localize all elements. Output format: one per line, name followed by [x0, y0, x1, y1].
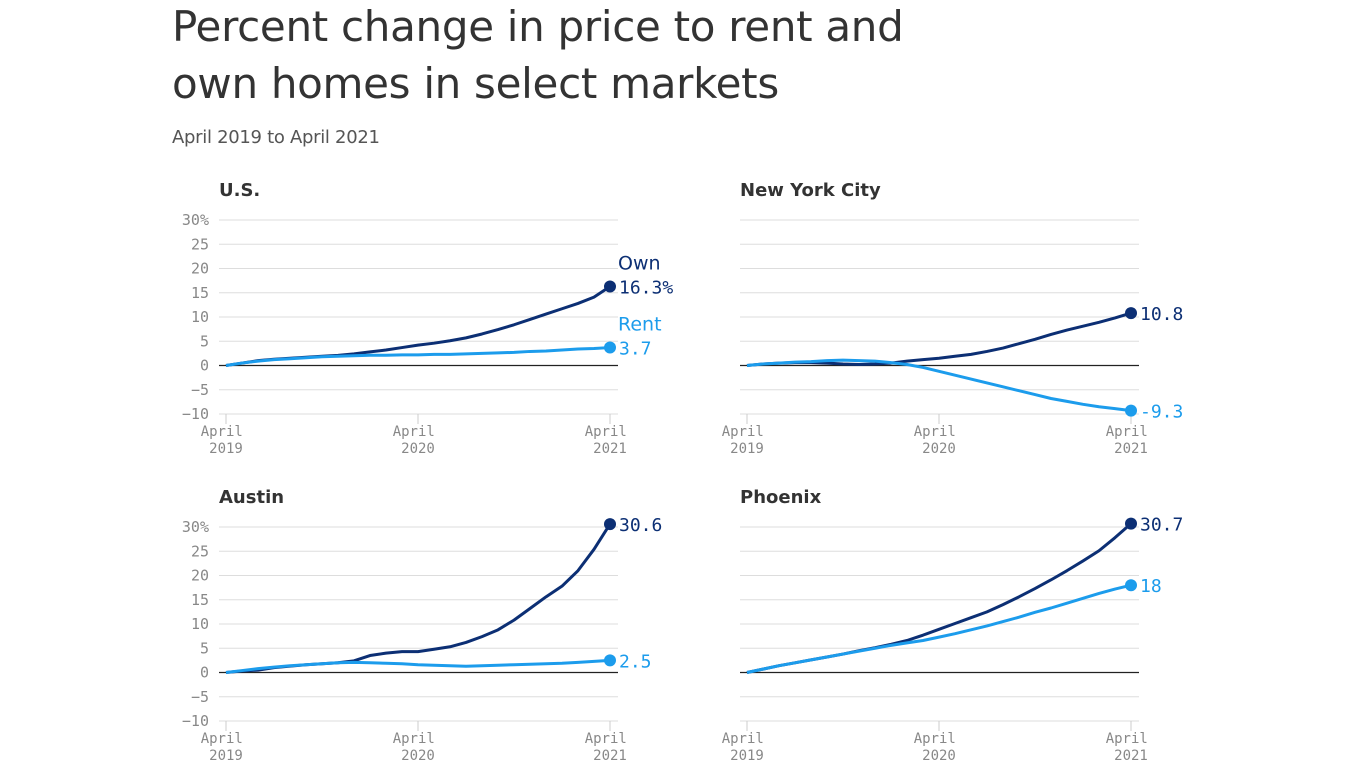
x-tick-label: April 2021	[585, 424, 636, 457]
legend-label: Own	[618, 252, 661, 274]
y-tick-label: 20	[191, 567, 209, 585]
end-dot	[604, 341, 616, 354]
chart-subtitle: April 2019 to April 2021	[172, 127, 380, 148]
series-line	[225, 658, 611, 674]
x-tick-label: April 2020	[914, 731, 965, 764]
y-tick-label: −10	[182, 405, 209, 423]
y-tick-label: 15	[191, 591, 209, 609]
end-dot	[1125, 307, 1137, 320]
series-line	[746, 311, 1132, 367]
series-line	[746, 358, 1132, 413]
y-tick-label: 5	[200, 332, 209, 350]
end-dot	[1125, 517, 1137, 530]
y-tick-label: 25	[191, 235, 209, 253]
x-tick-label: April 2019	[722, 424, 773, 457]
value-label: 10.8	[1140, 304, 1183, 325]
x-tick-label: April 2021	[585, 731, 636, 764]
y-tick-label: 30%	[182, 518, 209, 536]
x-tick-label: April 2021	[1106, 424, 1157, 457]
series-line	[225, 523, 612, 674]
y-tick-label: 15	[191, 284, 209, 302]
panel-title: U.S.	[219, 180, 260, 201]
x-tick-label: April 2019	[201, 731, 252, 764]
panel-title: Austin	[219, 487, 284, 508]
series-line	[225, 346, 611, 367]
end-dot	[604, 654, 616, 667]
y-tick-label: −5	[191, 688, 209, 706]
y-tick-label: 10	[191, 308, 209, 326]
panel-title: Phoenix	[740, 487, 822, 508]
value-label: 2.5	[619, 651, 652, 672]
y-tick-label: 5	[200, 639, 209, 657]
value-label: 18	[1140, 576, 1162, 597]
end-dot	[1125, 404, 1137, 417]
x-tick-label: April 2019	[722, 731, 773, 764]
panel-title: New York City	[740, 180, 881, 201]
end-dot	[604, 280, 616, 293]
x-tick-label: April 2020	[393, 424, 444, 457]
y-tick-label: 0	[200, 357, 209, 375]
chart-title: Percent change in price to rent and own …	[172, 2, 904, 108]
y-tick-label: 20	[191, 260, 209, 278]
x-tick-label: April 2019	[201, 424, 252, 457]
x-tick-label: April 2020	[914, 424, 965, 457]
value-label: 30.7	[1140, 515, 1183, 536]
y-tick-label: −5	[191, 381, 209, 399]
value-label: -9.3	[1140, 402, 1183, 423]
y-tick-label: 10	[191, 615, 209, 633]
x-tick-label: April 2020	[393, 731, 444, 764]
value-label: 30.6	[619, 515, 662, 536]
end-dot	[604, 518, 616, 531]
y-tick-label: 0	[200, 664, 209, 682]
x-tick-label: April 2021	[1106, 731, 1157, 764]
end-dot	[1125, 579, 1137, 592]
y-tick-label: −10	[182, 712, 209, 730]
series-line	[746, 522, 1132, 674]
legend-label: Rent	[618, 314, 662, 336]
y-tick-label: 25	[191, 542, 209, 560]
y-tick-label: 30%	[182, 211, 209, 229]
value-label: 16.3%	[619, 277, 673, 298]
value-label: 3.7	[619, 339, 652, 360]
series-line	[746, 583, 1132, 674]
